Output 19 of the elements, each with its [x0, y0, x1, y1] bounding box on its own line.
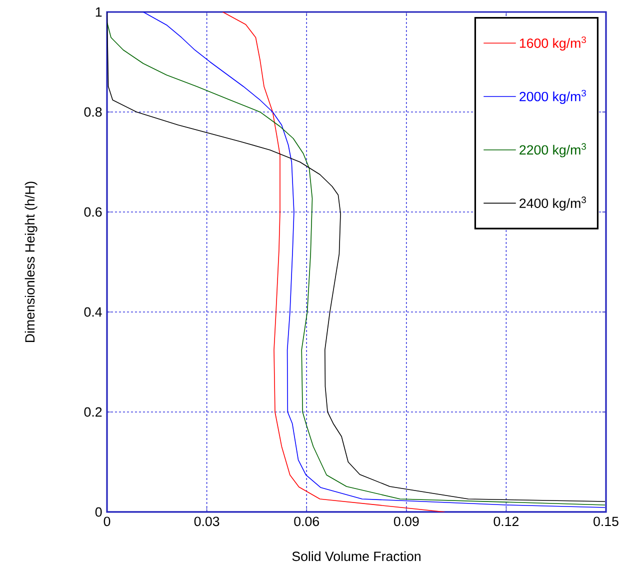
y-tick-label: 0.2 — [84, 407, 102, 417]
legend-label: 2400 kg/m$^{3}$ — [520, 196, 586, 211]
x-tick-label: 0.12 — [494, 516, 519, 526]
y-tick-label: 0.8 — [84, 107, 102, 117]
x-tick-label: 0.03 — [194, 516, 220, 526]
x-tick-label: 0.15 — [594, 516, 618, 526]
x-tick-label: 0 — [104, 516, 110, 526]
y-tick-label: 1 — [96, 7, 102, 17]
y-tick-label: 0 — [95, 507, 102, 517]
y-axis-title: Dimensionless Height (h/H) — [24, 182, 38, 342]
x-tick-label: 0.06 — [294, 516, 319, 526]
line-series — [222, 12, 446, 512]
x-axis-title: Solid Volume Fraction — [292, 551, 420, 562]
y-tick-label: 0.4 — [84, 307, 102, 317]
legend-label: 2000 kg/m$^{3}$ — [520, 90, 586, 104]
x-tick-label: 0.09 — [394, 516, 419, 526]
legend-label: 2200 kg/m$^{3}$ — [520, 143, 586, 158]
legend-label: 1600 kg/m$^{3}$ — [520, 36, 586, 51]
y-tick-label: 0.6 — [84, 207, 102, 217]
